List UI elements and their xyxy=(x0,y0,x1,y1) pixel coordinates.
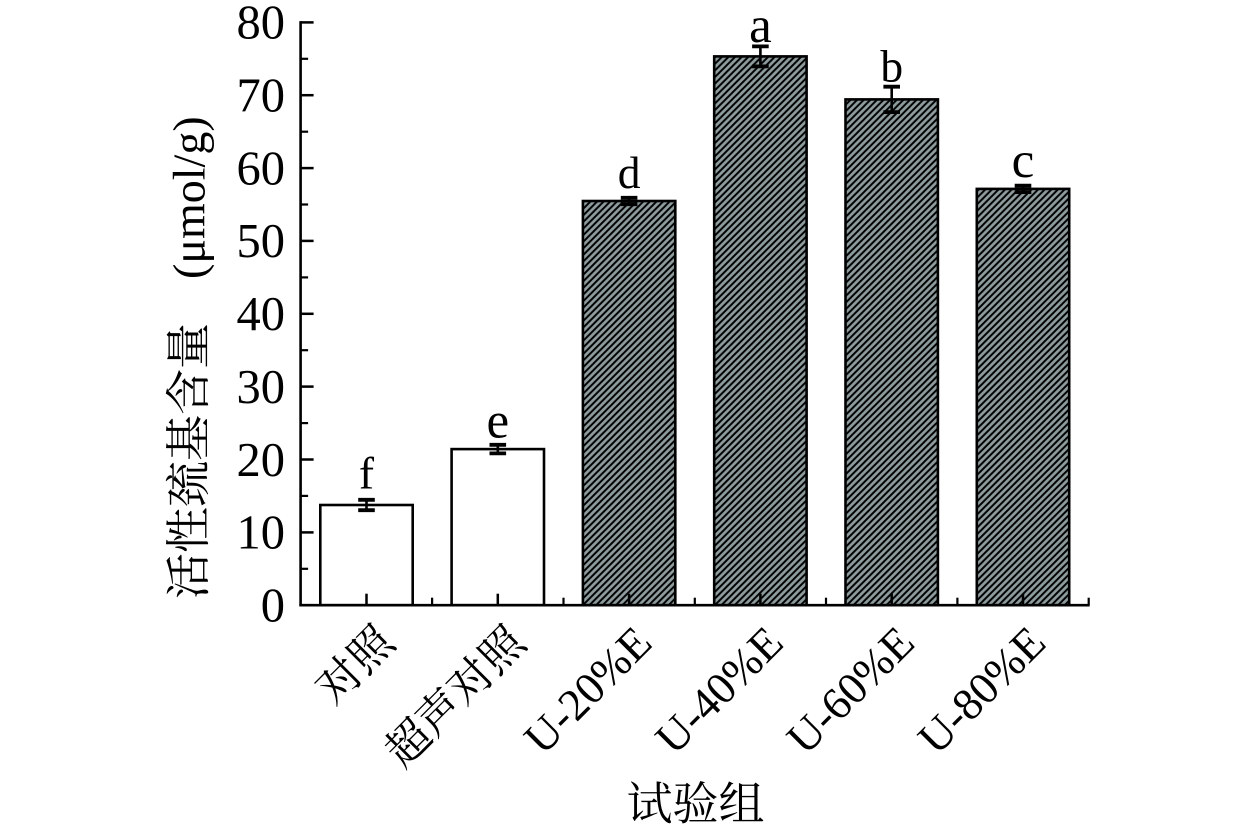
svg-text:f: f xyxy=(359,447,375,498)
svg-text:30: 30 xyxy=(237,361,286,414)
svg-text:10: 10 xyxy=(237,507,286,560)
svg-text:20: 20 xyxy=(237,434,286,487)
svg-text:b: b xyxy=(880,41,903,92)
svg-text:c: c xyxy=(1012,133,1035,189)
svg-text:(μmol/g): (μmol/g) xyxy=(164,116,215,279)
svg-text:e: e xyxy=(486,394,509,450)
svg-text:80: 80 xyxy=(237,0,286,50)
svg-text:40: 40 xyxy=(237,288,286,341)
svg-text:a: a xyxy=(749,0,772,54)
svg-text:d: d xyxy=(618,147,641,198)
svg-text:60: 60 xyxy=(237,142,286,195)
svg-text:50: 50 xyxy=(237,215,286,268)
svg-text:0: 0 xyxy=(261,580,285,633)
svg-text:70: 70 xyxy=(237,70,286,123)
